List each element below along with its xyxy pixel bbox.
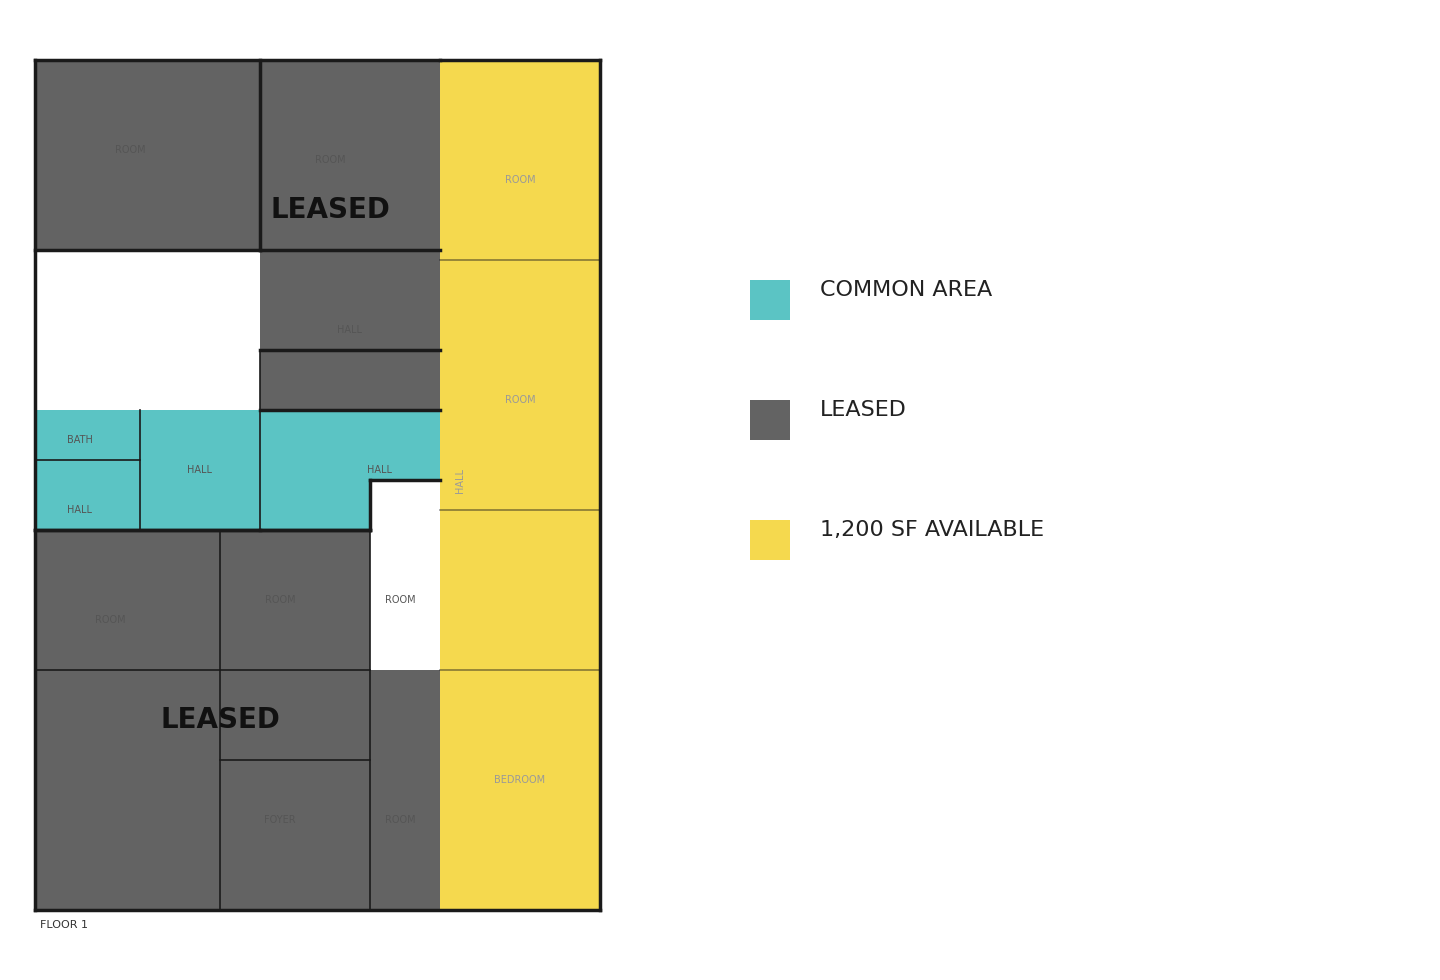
Text: HALL: HALL [68, 505, 92, 515]
Bar [750, 400, 791, 440]
Text: BEDROOM: BEDROOM [494, 775, 546, 785]
Text: ROOM: ROOM [384, 595, 415, 605]
Text: ROOM: ROOM [265, 595, 295, 605]
Text: HALL: HALL [367, 465, 393, 475]
Polygon shape [35, 410, 441, 530]
Text: ROOM: ROOM [115, 145, 145, 155]
Text: HALL: HALL [455, 467, 465, 493]
Text: FLOOR 1: FLOOR 1 [40, 920, 88, 930]
Text: HALL: HALL [187, 465, 213, 475]
Bar [750, 520, 791, 560]
Text: ROOM: ROOM [504, 175, 536, 185]
Text: LEASED: LEASED [819, 400, 907, 420]
Polygon shape [35, 530, 441, 910]
Text: COMMON AREA: COMMON AREA [819, 280, 992, 300]
Polygon shape [441, 60, 600, 910]
Polygon shape [35, 60, 441, 410]
Text: HALL: HALL [337, 325, 363, 335]
Text: LEASED: LEASED [271, 196, 390, 224]
Text: FOYER: FOYER [264, 815, 295, 825]
Text: ROOM: ROOM [384, 815, 415, 825]
Text: BATH: BATH [68, 435, 94, 445]
Bar [750, 280, 791, 320]
Text: ROOM: ROOM [315, 155, 346, 165]
Text: ROOM: ROOM [95, 615, 125, 625]
Text: 1,200 SF AVAILABLE: 1,200 SF AVAILABLE [819, 520, 1044, 540]
Text: ROOM: ROOM [504, 395, 536, 405]
Text: LEASED: LEASED [160, 706, 279, 734]
